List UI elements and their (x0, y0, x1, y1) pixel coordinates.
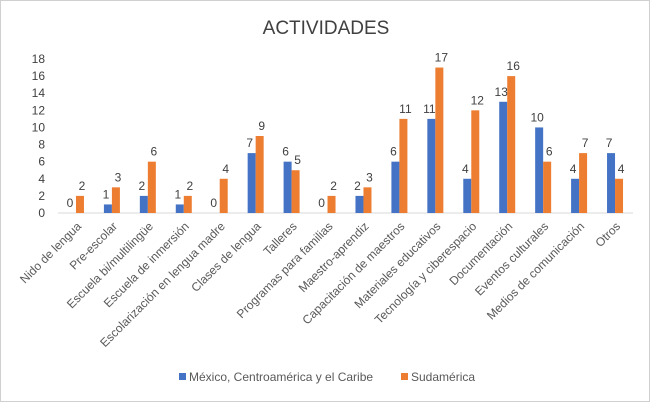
data-label: 11 (423, 102, 436, 116)
y-tick-label: 18 (32, 52, 46, 66)
bar (175, 204, 184, 213)
bar (103, 204, 112, 213)
data-label: 0 (318, 196, 325, 210)
y-tick-label: 10 (32, 120, 46, 134)
bar (427, 118, 436, 213)
data-label: 12 (471, 93, 485, 107)
data-label: 17 (435, 51, 449, 65)
data-label: 6 (390, 145, 397, 159)
data-label: 7 (246, 136, 253, 150)
chart-title: ACTIVIDADES (263, 18, 390, 39)
bar (75, 195, 84, 213)
bar (111, 187, 120, 213)
bar (507, 76, 516, 213)
data-label: 2 (354, 179, 361, 193)
bar (543, 161, 552, 213)
data-label: 16 (507, 59, 521, 73)
data-label: 2 (139, 179, 146, 193)
bar (463, 178, 472, 213)
data-label: 4 (570, 162, 577, 176)
legend-label: Sudamérica (411, 370, 475, 384)
data-label: 2 (186, 179, 193, 193)
y-tick-label: 0 (38, 206, 45, 220)
bar (219, 178, 228, 213)
bar (399, 118, 408, 213)
data-label: 9 (258, 119, 265, 133)
data-label: 7 (582, 136, 589, 150)
data-label: 13 (495, 85, 509, 99)
bar (291, 170, 300, 213)
data-label: 4 (618, 162, 625, 176)
data-label: 4 (462, 162, 469, 176)
data-label: 3 (115, 170, 122, 184)
data-label: 6 (282, 145, 289, 159)
legend-label: México, Centroamérica y el Caribe (189, 370, 373, 384)
bar (327, 195, 336, 213)
data-label: 2 (330, 179, 337, 193)
bar (607, 153, 616, 213)
bar (355, 195, 364, 213)
data-label: 6 (151, 145, 158, 159)
data-label: 7 (606, 136, 613, 150)
data-label: 6 (546, 145, 553, 159)
bar (283, 161, 292, 213)
y-tick-label: 6 (38, 155, 45, 169)
bar (471, 110, 480, 213)
x-tick-label: Nido de lengua (17, 219, 84, 286)
data-label: 0 (210, 196, 217, 210)
bar (535, 127, 544, 213)
y-tick-label: 14 (32, 86, 46, 100)
bar (255, 136, 264, 213)
bar (139, 195, 148, 213)
data-label: 4 (222, 162, 229, 176)
data-label: 3 (366, 170, 373, 184)
bar (435, 67, 444, 213)
data-label: 10 (530, 110, 544, 124)
x-tick-label: Documentación (446, 219, 515, 288)
data-label: 1 (103, 187, 110, 201)
y-tick-label: 12 (32, 103, 46, 117)
bar (571, 178, 580, 213)
bar (247, 153, 256, 213)
bar (391, 161, 400, 213)
y-tick-label: 8 (38, 138, 45, 152)
bar (579, 153, 588, 213)
data-label: 5 (294, 153, 301, 167)
bar (499, 101, 508, 213)
x-tick-label: Otros (593, 219, 624, 250)
y-tick-label: 16 (32, 69, 46, 83)
bar (363, 187, 372, 213)
legend-swatch (179, 373, 186, 380)
bar (183, 195, 192, 213)
data-label: 0 (67, 196, 74, 210)
y-tick-label: 4 (38, 172, 45, 186)
bar (147, 161, 156, 213)
data-label: 2 (79, 179, 86, 193)
bar (615, 178, 624, 213)
data-label: 1 (174, 187, 181, 201)
y-tick-label: 2 (38, 189, 45, 203)
data-label: 11 (399, 102, 412, 116)
legend-swatch (401, 373, 408, 380)
